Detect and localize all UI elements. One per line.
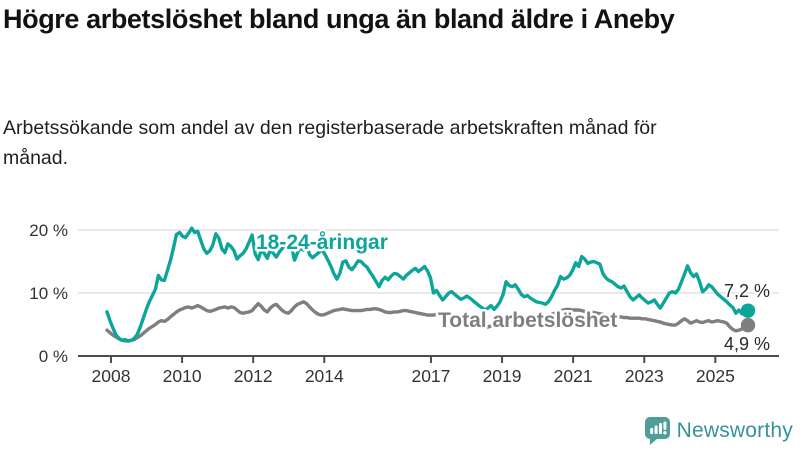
x-axis-tick-label: 2017 bbox=[411, 366, 450, 386]
y-axis-tick-label: 20 % bbox=[29, 221, 68, 240]
y-axis-tick-label: 0 % bbox=[39, 347, 68, 366]
series-line-Total arbetslöshet bbox=[105, 300, 750, 343]
brand-name: Newsworthy bbox=[676, 419, 793, 442]
series-end-dot bbox=[740, 317, 756, 333]
x-axis-tick-label: 2010 bbox=[163, 366, 202, 386]
series-label-youth: 18-24-åringar bbox=[256, 231, 388, 254]
bar-3 bbox=[658, 423, 662, 434]
bar-1 bbox=[649, 428, 653, 434]
x-axis-tick-label: 2019 bbox=[483, 366, 522, 386]
newsworthy-logo-icon bbox=[644, 417, 670, 445]
end-value-label-total: 4,9 % bbox=[724, 334, 770, 354]
exclamation-bar bbox=[663, 421, 667, 430]
y-axis-tick-label: 10 % bbox=[29, 284, 68, 303]
x-axis-tick-label: 2012 bbox=[234, 366, 273, 386]
series-label-total: Total arbetslöshet bbox=[438, 309, 617, 332]
series-end-dot bbox=[740, 303, 756, 318]
series-line-18-24-åringar bbox=[105, 226, 750, 343]
chart-subtitle: Arbetssökande som andel av den registerb… bbox=[3, 117, 657, 169]
exclamation-dot bbox=[662, 431, 667, 435]
bar-2 bbox=[654, 425, 658, 434]
x-axis-tick-label: 2025 bbox=[696, 366, 735, 386]
newsworthy-brand-link[interactable]: Newsworthy bbox=[644, 417, 793, 445]
page-title: Högre arbetslöshet bland unga än bland ä… bbox=[3, 4, 675, 34]
x-axis-tick-label: 2008 bbox=[92, 366, 131, 386]
end-value-label-youth: 7,2 % bbox=[724, 281, 770, 301]
x-axis-tick-label: 2021 bbox=[554, 366, 593, 386]
x-axis-tick-label: 2023 bbox=[625, 366, 664, 386]
x-axis-tick-label: 2014 bbox=[305, 366, 344, 386]
